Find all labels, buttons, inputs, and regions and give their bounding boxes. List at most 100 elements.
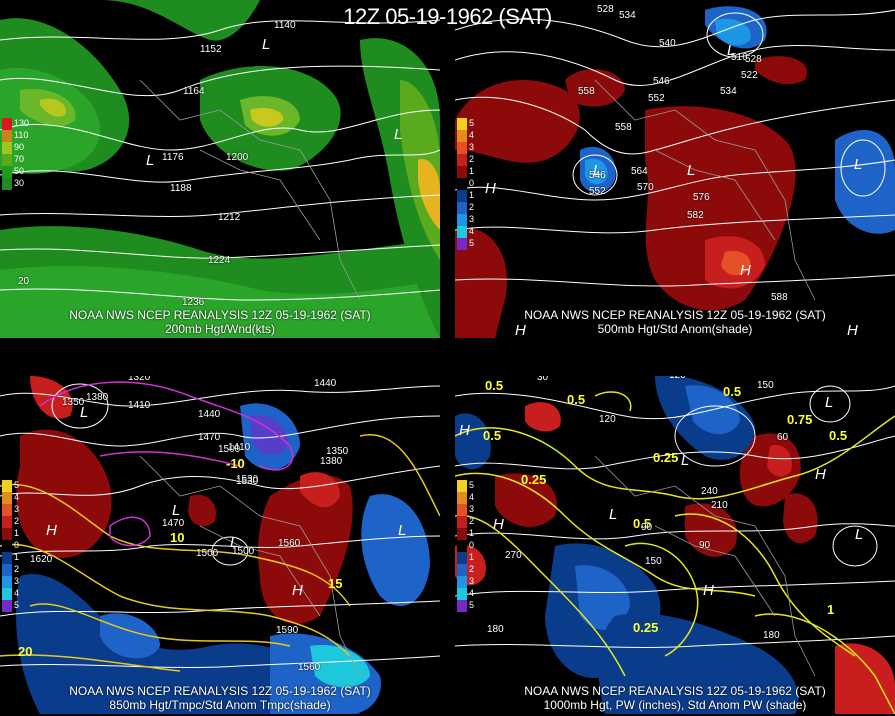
legend-swatch — [457, 142, 467, 154]
legend-label: 2 — [469, 564, 475, 574]
low-pressure-marker: L — [687, 162, 696, 179]
legend-swatch — [2, 480, 12, 492]
panel-caption-source: NOAA NWS NCEP REANALYSIS 12Z 05-19-1962 … — [69, 308, 371, 322]
panel-1000mb-pw-map — [455, 376, 895, 714]
legend-label: 50 — [14, 166, 25, 176]
high-pressure-marker: H — [847, 322, 858, 338]
low-pressure-marker: L — [398, 522, 407, 539]
legend-label: 5 — [14, 480, 20, 490]
contour-label: 90 — [699, 540, 711, 551]
low-pressure-marker: L — [230, 534, 239, 551]
legend-swatch — [457, 540, 467, 552]
legend-label: 5 — [469, 118, 475, 128]
panel-caption-variable: 500mb Hgt/Std Anom(shade) — [597, 322, 753, 336]
legend-label: 5 — [469, 480, 475, 490]
legend-label: 90 — [14, 142, 25, 152]
contour-label: 546 — [589, 170, 606, 181]
legend-swatch — [2, 528, 12, 540]
legend-swatch — [457, 202, 467, 214]
pw-label: 0.5 — [483, 428, 502, 443]
contour-label: 60 — [777, 432, 789, 443]
pw-label: 0.5 — [567, 392, 586, 407]
legend-label: 2 — [469, 154, 475, 164]
legend-label: 5 — [14, 600, 20, 610]
contour-label: 1470 — [162, 518, 185, 529]
legend-label: 1 — [469, 190, 475, 200]
contour-label: 1212 — [218, 212, 241, 223]
low-pressure-marker: L — [854, 156, 863, 173]
contour-label: 150 — [645, 556, 662, 567]
legend-anomaly: 5 4 3 2 1 0 1 2 3 4 5 — [457, 480, 474, 612]
legend-label: 3 — [469, 142, 475, 152]
contour-label: 210 — [711, 500, 728, 511]
contour-label: 1320 — [128, 376, 151, 383]
legend-swatch — [2, 118, 12, 130]
contour-label: 528 — [597, 4, 614, 15]
low-pressure-marker: L — [146, 152, 155, 169]
high-pressure-marker: H — [485, 180, 496, 197]
legend-label: 5 — [469, 600, 475, 610]
legend-swatch — [457, 492, 467, 504]
legend-label: 0 — [14, 540, 20, 550]
contour-label: 240 — [701, 486, 718, 497]
contour-label: 1380 — [86, 392, 109, 403]
contour-label: 1410 — [128, 400, 151, 411]
legend-swatch — [457, 480, 467, 492]
contour-label: 570 — [637, 182, 654, 193]
legend-label: 5 — [469, 238, 475, 248]
legend-label: 4 — [469, 226, 475, 236]
contour-label: 30 — [537, 376, 549, 383]
legend-swatch — [2, 564, 12, 576]
high-pressure-marker: H — [292, 582, 303, 599]
legend-swatch — [457, 504, 467, 516]
low-pressure-marker: L — [855, 526, 864, 543]
legend-swatch — [2, 178, 12, 190]
contour-label: 1350 — [326, 446, 349, 457]
high-pressure-marker: H — [703, 582, 714, 599]
contour-label: 180 — [763, 630, 780, 641]
panel-caption-source: NOAA NWS NCEP REANALYSIS 12Z 05-19-1962 … — [69, 684, 371, 698]
legend-swatch — [457, 528, 467, 540]
contour-label: 1236 — [182, 297, 205, 308]
contour-label: 582 — [687, 210, 704, 221]
contour-label: 1200 — [226, 152, 249, 163]
legend-swatch — [457, 166, 467, 178]
low-pressure-marker: L — [825, 394, 834, 411]
legend-label: 0 — [469, 540, 475, 550]
legend-label: 1 — [469, 166, 475, 176]
legend-swatch — [2, 130, 12, 142]
contour-label: 564 — [631, 166, 648, 177]
contour-label: 552 — [589, 186, 606, 197]
contour-label: 20 — [18, 276, 30, 287]
pw-label: 1 — [827, 602, 835, 617]
contour-label: 1152 — [200, 44, 222, 55]
legend-swatch — [457, 178, 467, 190]
panel-caption-variable: 1000mb Hgt, PW (inches), Std Anom PW (sh… — [543, 698, 807, 712]
contour-label: 516 — [731, 52, 748, 63]
contour-label: 1560 — [278, 538, 301, 549]
high-pressure-marker: H — [815, 466, 826, 483]
panel-caption-source: NOAA NWS NCEP REANALYSIS 12Z 05-19-1962 … — [524, 684, 826, 698]
temperature-label: 10 — [170, 530, 185, 545]
panel-200mb: 130 110 90 70 50 30 1140 1152 1164 1176 1188 … — [0, 0, 440, 338]
legend-swatch — [457, 154, 467, 166]
contour-label: 1410 — [228, 442, 251, 453]
legend-swatch — [2, 166, 12, 178]
contour-label: 1164 — [183, 86, 205, 97]
legend-swatch — [2, 600, 12, 612]
low-pressure-marker: L — [80, 404, 89, 421]
legend-label: 3 — [469, 214, 475, 224]
legend-label: 0 — [469, 178, 475, 188]
legend-swatch — [457, 564, 467, 576]
contour-label: 1470 — [198, 432, 221, 443]
high-pressure-marker: H — [515, 322, 526, 338]
contour-label: 120 — [669, 376, 686, 381]
legend-swatch — [2, 142, 12, 154]
high-pressure-marker: H — [46, 522, 57, 539]
legend-anomaly: 5 4 3 2 1 0 1 2 3 4 5 — [457, 118, 474, 250]
contour-label: 1440 — [198, 409, 221, 420]
high-pressure-marker: H — [740, 262, 751, 279]
legend-swatch — [457, 130, 467, 142]
